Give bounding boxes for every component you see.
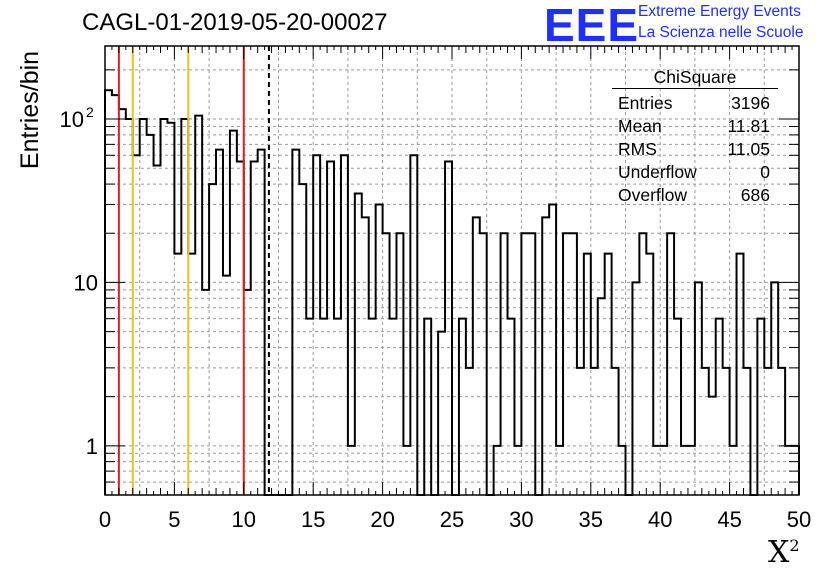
stats-row-underflow: Underflow 0 — [612, 161, 778, 184]
stats-box-title: ChiSquare — [612, 66, 778, 89]
chart-title: CAGL-01-2019-05-20-00027 — [82, 9, 388, 36]
x-tick-label: 15 — [301, 507, 325, 532]
x-tick-label: 30 — [509, 507, 533, 532]
x-tick-label: 45 — [717, 507, 741, 532]
stats-value: 686 — [740, 185, 770, 205]
stats-value: 11.05 — [727, 139, 771, 159]
logo-tagline-1: Extreme Energy Events — [638, 3, 801, 20]
x-axis-label: X2 — [768, 535, 800, 570]
stats-label: Entries — [618, 93, 673, 113]
stats-label: Mean — [618, 116, 662, 136]
logo-tagline-2: La Scienza nelle Scuole — [638, 24, 804, 41]
stats-label: RMS — [618, 139, 657, 159]
eee-logo: EEE — [544, 0, 640, 51]
x-tick-label: 35 — [579, 507, 603, 532]
x-tick-label: 40 — [648, 507, 672, 532]
x-axis-label-sup: 2 — [789, 536, 800, 555]
stats-label: Underflow — [618, 162, 697, 182]
x-tick-label: 50 — [787, 507, 811, 532]
x-tick-label: 0 — [99, 507, 111, 532]
y-tick-label: 10 — [74, 270, 98, 295]
y-tick-label: 10 — [60, 107, 84, 132]
x-tick-label: 25 — [440, 507, 464, 532]
x-tick-label: 10 — [232, 507, 256, 532]
stats-value: 11.81 — [727, 116, 771, 136]
stats-label: Overflow — [618, 185, 688, 205]
stats-value: 0 — [760, 162, 770, 182]
x-tick-label: 5 — [168, 507, 180, 532]
x-tick-label: 20 — [370, 507, 394, 532]
stats-row-overflow: Overflow 686 — [612, 184, 778, 207]
y-axis-label: Entries/bin — [16, 50, 44, 170]
stats-row-entries: Entries 3196 — [612, 92, 778, 115]
x-axis-label-text: X — [768, 535, 790, 570]
stats-row-mean: Mean 11.81 — [612, 115, 778, 138]
stats-value: 3196 — [731, 93, 770, 113]
histogram-series — [104, 89, 800, 496]
y-tick-label: 1 — [86, 434, 98, 459]
y-tick-label-exponent: 2 — [86, 104, 94, 120]
stats-row-rms: RMS 11.05 — [612, 138, 778, 161]
stats-box: ChiSquare Entries 3196 Mean 11.81 RMS 11.05… — [612, 66, 778, 207]
